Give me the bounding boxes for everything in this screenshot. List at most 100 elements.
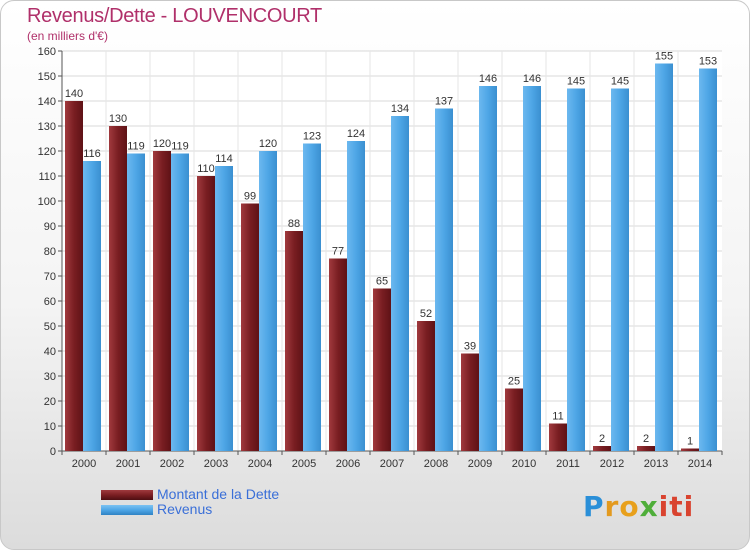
bar-revenus: [215, 166, 233, 451]
bar-dette: [505, 388, 523, 451]
chart-subtitle: (en milliers d'€): [27, 29, 108, 43]
y-tick-label: 150: [38, 71, 56, 83]
data-label-dette: 39: [464, 341, 476, 353]
y-tick-label: 70: [44, 271, 56, 283]
data-label-dette: 130: [109, 113, 127, 125]
data-label-dette: 88: [288, 218, 300, 230]
y-tick-label: 130: [38, 121, 56, 133]
data-label-dette: 77: [332, 246, 344, 258]
bar-dette: [461, 353, 479, 451]
data-label-revenus: 119: [171, 141, 189, 153]
y-tick-label: 40: [44, 346, 56, 358]
bar-revenus: [655, 63, 673, 451]
y-tick-label: 120: [38, 146, 56, 158]
data-label-revenus: 134: [391, 103, 409, 115]
y-tick-label: 90: [44, 221, 56, 233]
data-label-dette: 11: [552, 411, 563, 423]
bar-dette: [285, 231, 303, 451]
bar-dette: [65, 101, 83, 451]
bar-dette: [197, 176, 215, 451]
x-tick-label: 2011: [556, 458, 580, 470]
bar-revenus: [479, 86, 497, 451]
bar-dette: [549, 423, 567, 451]
y-tick-label: 80: [44, 246, 56, 258]
bar-revenus: [171, 153, 189, 451]
bar-revenus: [303, 143, 321, 451]
y-tick-label: 20: [44, 396, 56, 408]
bar-revenus: [83, 161, 101, 451]
logo-letter: r: [604, 490, 620, 523]
legend-label-revenus: Revenus: [157, 501, 213, 517]
data-label-revenus: 146: [479, 73, 497, 85]
data-label-dette: 99: [244, 191, 256, 203]
bar-revenus: [127, 153, 145, 451]
logo-letter: P: [583, 490, 605, 523]
bar-revenus: [347, 141, 365, 451]
data-label-revenus: 146: [523, 73, 541, 85]
bar-dette: [153, 151, 171, 451]
data-label-dette: 1: [687, 436, 693, 448]
legend-swatch-revenus: [101, 505, 153, 515]
x-tick-label: 2005: [292, 458, 316, 470]
data-label-dette: 2: [599, 433, 605, 445]
bar-dette: [329, 258, 347, 451]
data-label-revenus: 137: [435, 96, 453, 108]
x-tick-label: 2003: [204, 458, 228, 470]
bar-dette: [241, 203, 259, 451]
y-tick-label: 0: [50, 446, 56, 458]
logo-letter: i: [658, 490, 670, 523]
legend-swatch-dette: [101, 490, 153, 500]
bar-dette: [417, 321, 435, 451]
data-label-revenus: 119: [127, 141, 145, 153]
y-tick-label: 110: [38, 171, 56, 183]
data-label-revenus: 120: [259, 138, 277, 150]
data-label-revenus: 114: [215, 153, 233, 165]
proxiti-logo: Proxiti: [583, 490, 694, 523]
data-label-revenus: 153: [699, 56, 717, 68]
x-tick-label: 2012: [600, 458, 624, 470]
logo-letter: i: [683, 490, 695, 523]
data-label-dette: 120: [153, 138, 171, 150]
y-tick-label: 30: [44, 371, 56, 383]
logo-letter: t: [669, 490, 684, 523]
bar-dette: [593, 446, 611, 451]
y-tick-label: 100: [38, 196, 56, 208]
logo-letter: x: [639, 490, 659, 523]
bar-dette: [637, 446, 655, 451]
x-tick-label: 2006: [336, 458, 360, 470]
chart-title: Revenus/Dette - LOUVENCOURT: [27, 5, 322, 27]
data-label-dette: 2: [643, 433, 649, 445]
data-label-dette: 140: [65, 88, 83, 100]
data-label-dette: 110: [197, 163, 215, 175]
data-label-revenus: 155: [655, 51, 673, 63]
data-label-dette: 52: [420, 308, 432, 320]
bar-revenus: [523, 86, 541, 451]
legend-label-dette: Montant de la Dette: [157, 486, 280, 502]
y-tick-label: 10: [44, 421, 56, 433]
bar-dette: [109, 126, 127, 451]
x-tick-label: 2000: [72, 458, 96, 470]
y-tick-label: 50: [44, 321, 56, 333]
data-label-dette: 25: [508, 376, 520, 388]
x-tick-label: 2009: [468, 458, 492, 470]
x-tick-label: 2013: [644, 458, 668, 470]
bar-revenus: [699, 68, 717, 451]
bar-dette: [681, 448, 699, 451]
bar-revenus: [567, 88, 585, 451]
bar-revenus: [611, 88, 629, 451]
bar-dette: [373, 288, 391, 451]
y-tick-label: 160: [38, 46, 56, 58]
x-tick-label: 2004: [248, 458, 272, 470]
data-label-revenus: 145: [567, 76, 585, 88]
x-tick-label: 2014: [688, 458, 712, 470]
x-tick-label: 2001: [116, 458, 140, 470]
data-label-revenus: 123: [303, 131, 321, 143]
x-tick-label: 2007: [380, 458, 404, 470]
bar-revenus: [435, 108, 453, 451]
data-label-revenus: 116: [83, 148, 101, 160]
data-label-revenus: 124: [347, 128, 365, 140]
x-tick-label: 2008: [424, 458, 448, 470]
x-tick-label: 2002: [160, 458, 184, 470]
